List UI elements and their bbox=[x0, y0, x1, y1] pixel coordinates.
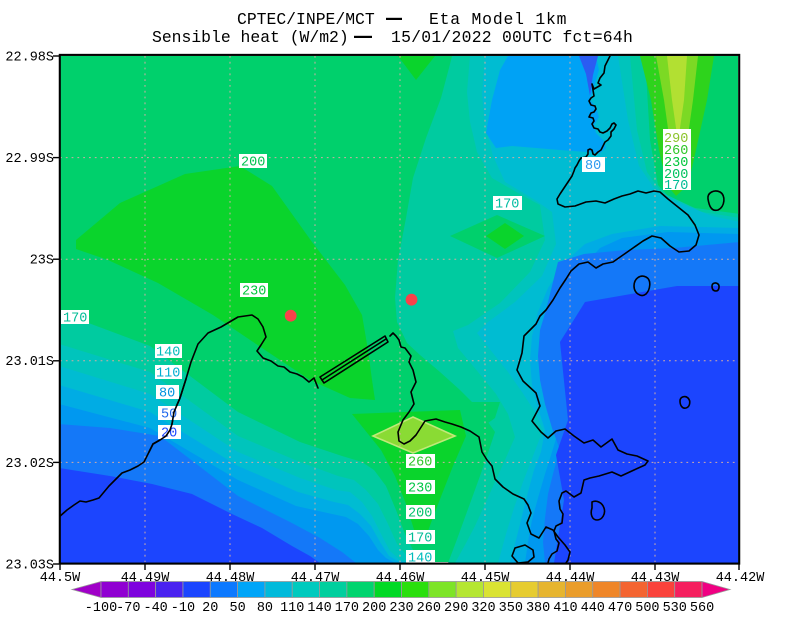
svg-text:-40: -40 bbox=[143, 601, 167, 616]
svg-text:23.01S: 23.01S bbox=[5, 355, 54, 370]
svg-text:110: 110 bbox=[280, 601, 304, 616]
svg-text:20: 20 bbox=[161, 427, 177, 442]
svg-text:170: 170 bbox=[408, 532, 432, 547]
svg-text:110: 110 bbox=[156, 367, 180, 382]
svg-text:-70: -70 bbox=[116, 601, 140, 616]
svg-text:50: 50 bbox=[229, 601, 245, 616]
svg-text:290: 290 bbox=[444, 601, 468, 616]
svg-text:500: 500 bbox=[635, 601, 659, 616]
svg-text:260: 260 bbox=[664, 144, 688, 159]
svg-text:-10: -10 bbox=[171, 601, 195, 616]
svg-text:410: 410 bbox=[553, 601, 577, 616]
svg-text:440: 440 bbox=[581, 601, 605, 616]
svg-text:140: 140 bbox=[156, 346, 180, 361]
svg-text:22.98S: 22.98S bbox=[5, 51, 54, 66]
svg-text:44.5W: 44.5W bbox=[40, 571, 81, 586]
svg-text:320: 320 bbox=[471, 601, 495, 616]
svg-text:230: 230 bbox=[664, 156, 688, 171]
svg-text:290: 290 bbox=[664, 132, 688, 147]
svg-text:23S: 23S bbox=[30, 254, 54, 269]
svg-text:170: 170 bbox=[664, 179, 688, 194]
svg-text:CPTEC/INPE/MCT: CPTEC/INPE/MCT bbox=[237, 10, 375, 29]
svg-text:15/01/2022 00UTC fct=64h: 15/01/2022 00UTC fct=64h bbox=[391, 28, 633, 47]
svg-text:20: 20 bbox=[202, 601, 218, 616]
svg-text:200: 200 bbox=[362, 601, 386, 616]
svg-text:260: 260 bbox=[408, 456, 432, 471]
svg-text:260: 260 bbox=[417, 601, 441, 616]
svg-text:350: 350 bbox=[499, 601, 523, 616]
svg-text:200: 200 bbox=[664, 168, 688, 183]
svg-text:23.02S: 23.02S bbox=[5, 457, 54, 472]
svg-text:Sensible heat (W/m2): Sensible heat (W/m2) bbox=[152, 28, 349, 47]
svg-text:Eta Model 1km: Eta Model 1km bbox=[429, 10, 567, 29]
svg-text:170: 170 bbox=[335, 601, 359, 616]
svg-text:22.99S: 22.99S bbox=[5, 152, 54, 167]
svg-text:170: 170 bbox=[63, 312, 87, 327]
svg-text:380: 380 bbox=[526, 601, 550, 616]
svg-text:200: 200 bbox=[241, 156, 265, 171]
svg-text:560: 560 bbox=[690, 601, 714, 616]
svg-text:200: 200 bbox=[408, 507, 432, 522]
svg-text:80: 80 bbox=[257, 601, 273, 616]
svg-text:230: 230 bbox=[242, 285, 266, 300]
svg-text:170: 170 bbox=[495, 198, 519, 213]
svg-text:530: 530 bbox=[663, 601, 687, 616]
svg-text:230: 230 bbox=[389, 601, 413, 616]
svg-text:23.03S: 23.03S bbox=[5, 559, 54, 574]
svg-text:80: 80 bbox=[159, 387, 175, 402]
svg-text:230: 230 bbox=[408, 482, 432, 497]
svg-text:80: 80 bbox=[585, 159, 601, 174]
svg-text:140: 140 bbox=[307, 601, 331, 616]
svg-text:44.42W: 44.42W bbox=[716, 571, 766, 586]
svg-text:-100: -100 bbox=[85, 601, 117, 616]
svg-text:470: 470 bbox=[608, 601, 632, 616]
